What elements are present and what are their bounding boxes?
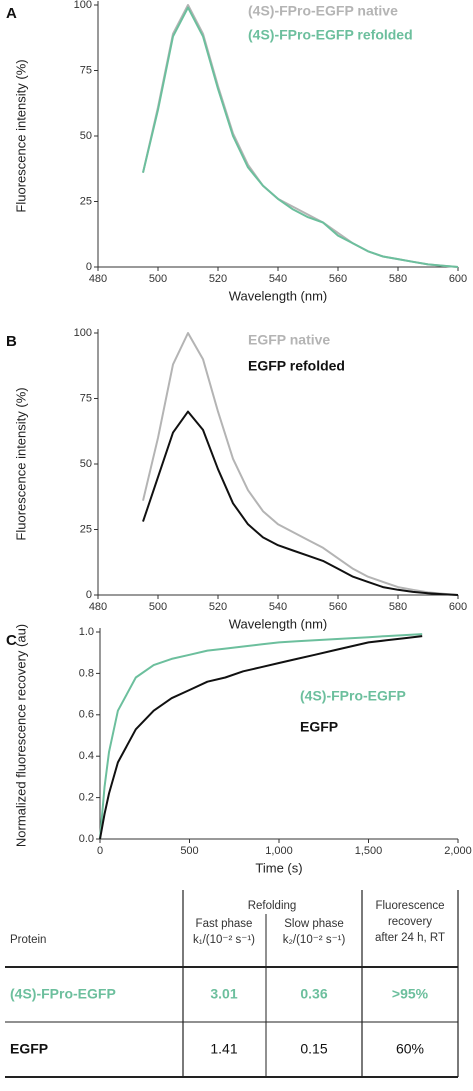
x-tick-label: 480 [89, 273, 107, 285]
x-tick-label: 2,000 [444, 845, 472, 857]
y-tick-label: 0 [86, 261, 92, 273]
series-line [142, 332, 459, 596]
y-tick-label: 75 [80, 392, 92, 404]
y-tick-label: 0 [86, 589, 92, 601]
group-header: Refolding [248, 900, 297, 912]
panel-label: B [6, 333, 17, 350]
y-tick-label: 1.0 [79, 626, 94, 638]
y-tick-label: 100 [74, 0, 92, 11]
legend-entry: EGFP [300, 719, 338, 735]
x-axis-label: Wavelength (nm) [229, 616, 328, 631]
x-tick-label: 540 [269, 601, 287, 613]
column-header: k₁/(10⁻² s⁻¹) [193, 934, 255, 946]
legend-entry: EGFP native [248, 332, 330, 348]
x-tick-label: 560 [329, 273, 347, 285]
x-tick-label: 1,500 [355, 845, 383, 857]
column-header: Fluorescence [375, 900, 444, 912]
table-cell: 0.15 [300, 1041, 327, 1057]
x-tick-label: 600 [449, 273, 467, 285]
y-tick-label: 50 [80, 458, 92, 470]
table-cell: 60% [396, 1041, 424, 1057]
y-tick-label: 0.2 [79, 792, 94, 804]
x-tick-label: 560 [329, 601, 347, 613]
y-tick-label: 50 [80, 130, 92, 142]
column-header: Protein [10, 934, 46, 946]
table-cell: 1.41 [210, 1041, 237, 1057]
legend-entry: (4S)-FPro-EGFP native [248, 3, 398, 19]
x-tick-label: 600 [449, 601, 467, 613]
legend-entry: (4S)-FPro-EGFP [300, 688, 406, 704]
series-line [142, 6, 459, 268]
x-tick-label: 580 [389, 273, 407, 285]
y-axis-label: Fluorescence intensity (%) [13, 59, 28, 212]
table-cell: 3.01 [210, 986, 237, 1002]
table-cell: 0.36 [300, 986, 327, 1002]
y-tick-label: 25 [80, 195, 92, 207]
column-header: Slow phase [284, 918, 343, 930]
legend-entry: EGFP refolded [248, 358, 345, 374]
column-header: Fast phase [196, 918, 253, 930]
y-tick-label: 0.8 [79, 667, 94, 679]
table-frame [5, 890, 459, 1078]
table-cell: >95% [392, 986, 429, 1002]
y-tick-label: 25 [80, 523, 92, 535]
x-tick-label: 1,000 [265, 845, 293, 857]
x-tick-label: 500 [180, 845, 198, 857]
x-tick-label: 520 [209, 273, 227, 285]
table-cell: EGFP [10, 1041, 48, 1057]
y-tick-label: 0.6 [79, 709, 94, 721]
column-header: after 24 h, RT [375, 932, 445, 944]
series-line [142, 410, 459, 596]
y-tick-label: 100 [74, 327, 92, 339]
series-line [99, 635, 423, 840]
x-tick-label: 0 [97, 845, 103, 857]
table-cell: (4S)-FPro-EGFP [10, 986, 116, 1002]
x-axis-label: Time (s) [255, 860, 302, 875]
panel-label: A [6, 5, 17, 22]
panel-label: C [6, 632, 17, 649]
legend-entry: (4S)-FPro-EGFP refolded [248, 27, 413, 43]
x-tick-label: 480 [89, 601, 107, 613]
column-header: k₂/(10⁻² s⁻¹) [283, 934, 346, 946]
y-tick-label: 0.0 [79, 833, 94, 845]
x-tick-label: 500 [149, 601, 167, 613]
y-axis-label: Normalized fluorescence recovery (au) [13, 624, 28, 847]
series-line [142, 4, 459, 268]
column-header: recovery [388, 916, 432, 928]
x-tick-label: 580 [389, 601, 407, 613]
y-axis-label: Fluorescence intensity (%) [13, 387, 28, 540]
x-axis-label: Wavelength (nm) [229, 288, 328, 303]
x-tick-label: 500 [149, 273, 167, 285]
x-tick-label: 540 [269, 273, 287, 285]
x-tick-label: 520 [209, 601, 227, 613]
y-tick-label: 75 [80, 64, 92, 76]
y-tick-label: 0.4 [79, 750, 94, 762]
series-line [99, 633, 423, 840]
